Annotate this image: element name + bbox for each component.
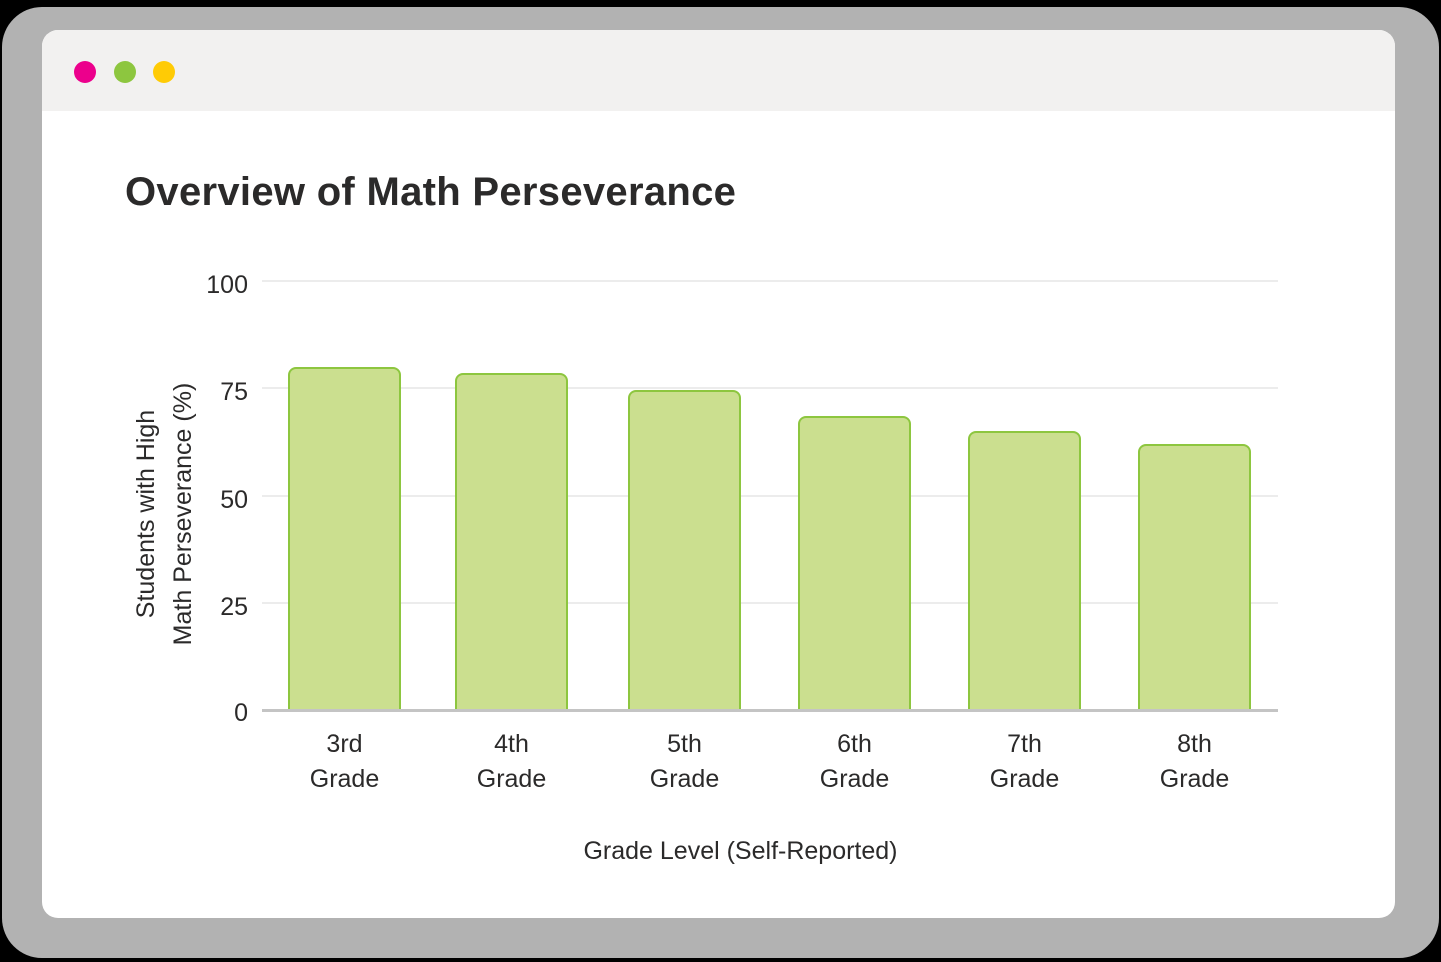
bar-5th-grade[interactable] <box>628 390 741 710</box>
close-dot-icon[interactable] <box>74 61 96 83</box>
bar-chart: Students with High Math Perseverance (%)… <box>42 30 1395 918</box>
x-tick-line2: Grade <box>309 765 380 793</box>
gridline <box>262 387 1278 390</box>
chart-title: Overview of Math Perseverance <box>125 170 737 214</box>
x-tick-line1: 8th <box>1177 730 1212 758</box>
y-axis-label: Students with High Math Perseverance (%) <box>128 304 202 724</box>
x-tick-line1: 4th <box>494 730 529 758</box>
x-tick-label: 7th Grade <box>945 727 1105 797</box>
x-tick-label: 6th Grade <box>775 727 935 797</box>
x-tick-line2: Grade <box>1159 765 1230 793</box>
gridline <box>262 280 1278 282</box>
x-tick-label: 5th Grade <box>605 727 765 797</box>
bar-8th-grade[interactable] <box>1138 444 1251 710</box>
bar-4th-grade[interactable] <box>455 373 568 710</box>
gridline <box>262 601 1278 604</box>
x-tick-line1: 7th <box>1007 730 1042 758</box>
x-tick-line2: Grade <box>989 765 1060 793</box>
y-tick-label: 0 <box>234 699 248 727</box>
bar-7th-grade[interactable] <box>968 431 1081 710</box>
minimize-dot-icon[interactable] <box>114 61 136 83</box>
y-tick-label: 100 <box>206 271 248 299</box>
y-tick-label: 50 <box>220 485 248 514</box>
x-tick-label: 3rd Grade <box>265 727 425 797</box>
y-tick-label: 25 <box>220 592 248 621</box>
x-tick-line2: Grade <box>649 765 720 793</box>
x-axis-line <box>262 709 1278 712</box>
x-tick-line1: 5th <box>667 730 702 758</box>
y-axis-label-line2: Math Perseverance (%) <box>169 382 197 646</box>
y-tick-label: 75 <box>220 378 248 407</box>
x-tick-label: 4th Grade <box>432 727 592 797</box>
maximize-dot-icon[interactable] <box>153 61 175 83</box>
x-tick-line1: 3rd <box>326 730 363 758</box>
x-tick-label: 8th Grade <box>1115 727 1275 797</box>
app-window: Overview of Math Perseverance Students w… <box>42 30 1395 918</box>
bar-6th-grade[interactable] <box>798 416 911 710</box>
title-bar <box>42 30 1395 111</box>
x-tick-line2: Grade <box>819 765 890 793</box>
x-tick-line2: Grade <box>476 765 547 793</box>
x-tick-line1: 6th <box>837 730 872 758</box>
gridline <box>262 494 1278 497</box>
x-axis-label: Grade Level (Self-Reported) <box>583 837 898 865</box>
bar-3rd-grade[interactable] <box>288 366 401 710</box>
y-axis-label-line1: Students with High <box>132 409 160 619</box>
